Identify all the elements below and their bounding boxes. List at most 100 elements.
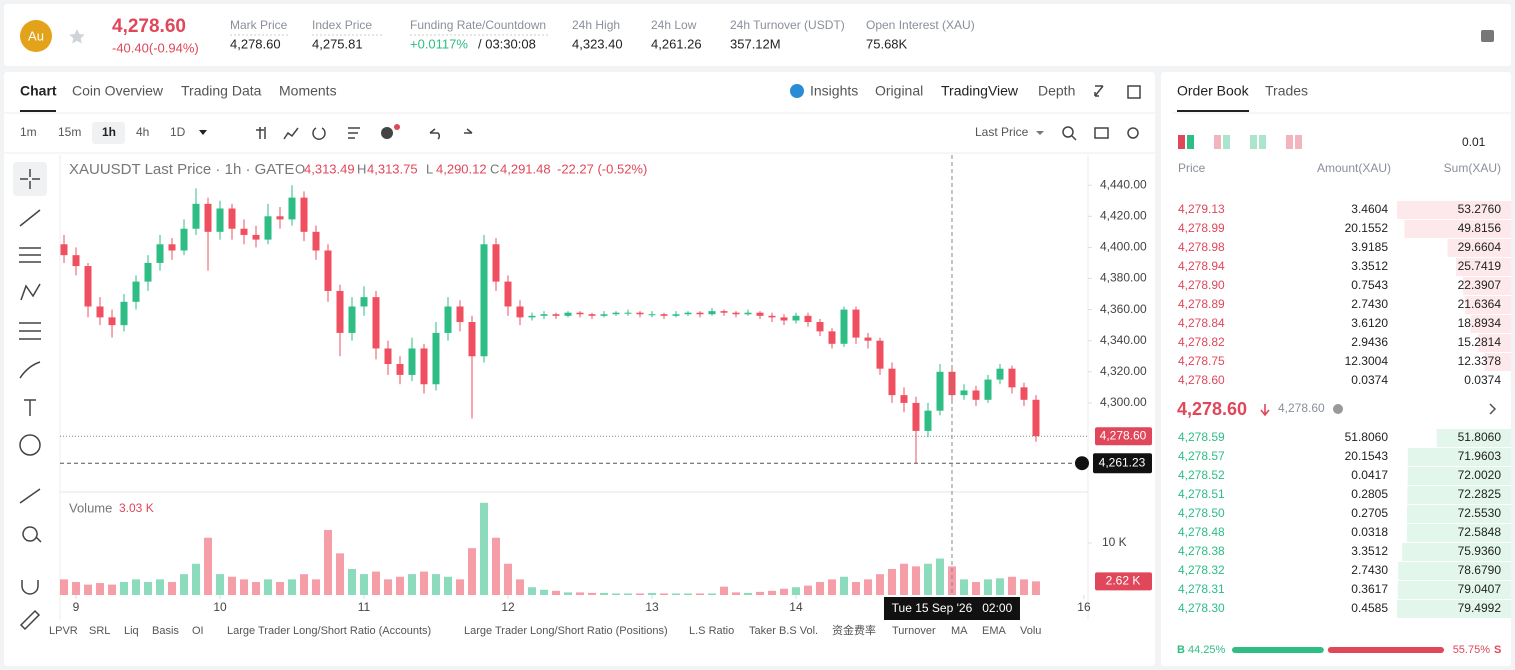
ob-price: 4,279.13 bbox=[1178, 202, 1225, 216]
interval-active bbox=[92, 122, 125, 144]
candle-body bbox=[96, 306, 104, 318]
indicator[interactable]: OI bbox=[192, 625, 204, 637]
stat-value: 4,323.40 bbox=[572, 36, 623, 51]
ob-view[interactable] bbox=[1178, 135, 1185, 149]
depth-bar bbox=[1464, 296, 1511, 314]
favorite[interactable] bbox=[69, 29, 85, 44]
ob-column: Sum(XAU) bbox=[1444, 161, 1501, 175]
header-panel bbox=[4, 4, 1511, 66]
ob-view[interactable] bbox=[1259, 135, 1266, 149]
ob-precision[interactable]: 0.01 bbox=[1462, 135, 1486, 149]
volume-bar bbox=[839, 576, 848, 595]
ob-amount: 2.9436 bbox=[1351, 335, 1388, 349]
indicator[interactable]: Liq bbox=[124, 625, 139, 637]
candle-body bbox=[228, 208, 236, 229]
candle-body bbox=[528, 315, 536, 318]
ob-price: 4,278.50 bbox=[1178, 506, 1225, 520]
crosshair-label: Tue 15 Sep '26 02:00 bbox=[892, 601, 1013, 615]
view-tab[interactable]: Depth bbox=[1038, 83, 1075, 99]
indicator[interactable]: 资金费率 bbox=[832, 623, 876, 637]
interval[interactable]: 1D bbox=[170, 125, 186, 139]
tab[interactable]: Coin Overview bbox=[72, 83, 164, 99]
ob-sum: 21.6364 bbox=[1458, 297, 1502, 311]
volume-bar bbox=[791, 587, 800, 595]
ob-view[interactable] bbox=[1286, 135, 1293, 149]
tab[interactable]: Moments bbox=[279, 83, 337, 99]
ob-sum: 75.9360 bbox=[1458, 544, 1502, 558]
volume-bar bbox=[372, 571, 381, 595]
stat-label: 24h Turnover (USDT) bbox=[730, 18, 845, 32]
volume-bar bbox=[863, 579, 872, 595]
y-tick-label: 4,380.00 bbox=[1100, 271, 1147, 285]
candle-body bbox=[648, 314, 656, 316]
price-type[interactable]: Last Price bbox=[975, 125, 1029, 139]
stat-value: / 03:30:08 bbox=[478, 36, 536, 51]
volume-bar bbox=[408, 574, 417, 595]
tab[interactable]: Chart bbox=[20, 83, 57, 99]
x-tick-label: 16 bbox=[1077, 600, 1091, 614]
ob-view[interactable] bbox=[1250, 135, 1257, 149]
candle-body bbox=[456, 306, 464, 323]
ob-sum: 18.8934 bbox=[1458, 316, 1502, 330]
interval[interactable]: 1m bbox=[20, 125, 37, 139]
candle-body bbox=[60, 244, 68, 256]
ob-view[interactable] bbox=[1214, 135, 1221, 149]
indicator[interactable]: EMA bbox=[982, 625, 1007, 637]
indicator[interactable]: SRL bbox=[89, 625, 110, 637]
view-tab[interactable]: Insights bbox=[810, 83, 858, 99]
ohlc-value: 4,291.48 bbox=[500, 161, 551, 176]
ob-view[interactable] bbox=[1223, 135, 1230, 149]
view-tab[interactable]: Original bbox=[875, 83, 923, 99]
candle-body bbox=[1032, 399, 1040, 437]
ohlc-value: 4,290.12 bbox=[436, 161, 487, 176]
indicator[interactable]: Large Trader Long/Short Ratio (Positions… bbox=[464, 625, 668, 637]
candle-body bbox=[180, 228, 188, 251]
candle-body bbox=[504, 281, 512, 307]
toolbar-icons bbox=[199, 85, 1141, 141]
ob-price: 4,278.31 bbox=[1178, 582, 1225, 596]
ob-view[interactable] bbox=[1295, 135, 1302, 149]
ob-amount: 0.4585 bbox=[1351, 601, 1388, 615]
ob-price: 4,278.75 bbox=[1178, 354, 1225, 368]
indicator[interactable]: L.S Ratio bbox=[689, 625, 734, 637]
indicator[interactable]: MA bbox=[951, 625, 968, 637]
interval[interactable]: 4h bbox=[136, 125, 149, 139]
candle-body bbox=[492, 244, 500, 282]
candle-body bbox=[804, 315, 812, 323]
sell-label: S bbox=[1494, 644, 1501, 656]
ob-view[interactable] bbox=[1187, 135, 1194, 149]
candle-body bbox=[396, 364, 404, 375]
candle-body bbox=[732, 312, 740, 315]
indicator[interactable]: Volu bbox=[1020, 625, 1041, 637]
volume-bar bbox=[683, 593, 692, 595]
interval[interactable]: 1h bbox=[102, 125, 116, 139]
ob-tab[interactable]: Order Book bbox=[1177, 83, 1250, 99]
volume-bar bbox=[755, 591, 764, 595]
depth-bar bbox=[1397, 600, 1511, 618]
candle-body bbox=[120, 301, 128, 326]
volume-bar bbox=[240, 579, 249, 595]
volume-bar bbox=[959, 579, 968, 595]
depth-bar bbox=[1470, 315, 1511, 333]
view-tab[interactable]: TradingView bbox=[941, 83, 1019, 99]
ob-tab[interactable]: Trades bbox=[1265, 83, 1308, 99]
interval[interactable]: 15m bbox=[58, 125, 81, 139]
candle-body bbox=[636, 312, 644, 315]
volume-bar bbox=[923, 563, 932, 595]
volume-bar bbox=[168, 581, 177, 595]
menu-icon[interactable] bbox=[1481, 30, 1494, 42]
indicator[interactable]: Basis bbox=[152, 625, 179, 637]
depth-bar bbox=[1455, 258, 1511, 276]
indicator[interactable]: Turnover bbox=[892, 625, 936, 637]
indicator[interactable]: Large Trader Long/Short Ratio (Accounts) bbox=[227, 625, 431, 637]
buy-bar bbox=[1232, 647, 1324, 653]
sell-bar bbox=[1327, 647, 1444, 653]
tab[interactable]: Trading Data bbox=[181, 83, 262, 99]
indicator[interactable]: LPVR bbox=[49, 625, 78, 637]
last-price-label: 4,278.60 bbox=[1100, 428, 1147, 442]
candle-body bbox=[540, 314, 548, 316]
indicator[interactable]: Taker B.S Vol. bbox=[749, 625, 818, 637]
buy-ratio: 44.25% bbox=[1188, 644, 1226, 656]
chevron[interactable] bbox=[1489, 403, 1497, 415]
candle-body bbox=[888, 368, 896, 396]
